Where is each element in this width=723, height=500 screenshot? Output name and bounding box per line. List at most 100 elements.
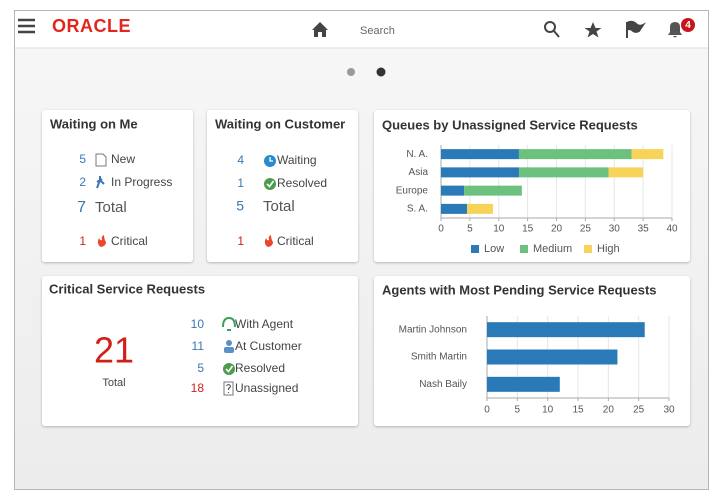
legend-swatch [520, 245, 528, 253]
x-tick-label: 25 [633, 405, 645, 416]
status-label: With Agent [235, 317, 294, 331]
count: 1 [237, 176, 244, 190]
status-label: Unassigned [235, 381, 298, 395]
y-tick-label: N. A. [406, 149, 428, 160]
check-mark [266, 180, 275, 188]
count: 2 [79, 175, 86, 189]
y-tick-label: Asia [409, 167, 429, 178]
card-title: Waiting on Me [50, 116, 138, 131]
x-tick-label: 20 [603, 405, 615, 416]
in-progress-icon [96, 176, 105, 189]
carousel-dot[interactable] [347, 68, 355, 76]
total-label: Total [102, 377, 125, 389]
x-tick-label: 40 [666, 224, 678, 235]
total-count: 5 [236, 198, 244, 214]
bar-segment [518, 167, 609, 178]
card-title: Waiting on Customer [215, 116, 345, 131]
chart-title: Agents with Most Pending Service Request… [382, 282, 657, 297]
status-label: New [111, 152, 135, 166]
bar-segment [466, 203, 493, 214]
search-field[interactable]: Search [360, 25, 395, 37]
notifications-icon[interactable] [668, 22, 682, 38]
status-label: Critical [277, 234, 314, 248]
x-tick-label: 0 [438, 224, 444, 235]
count: 4 [237, 153, 244, 167]
card-title: Critical Service Requests [49, 281, 205, 296]
total-count: 7 [77, 199, 86, 216]
critical-icon [264, 235, 273, 247]
x-tick-label: 30 [663, 405, 675, 416]
count: 5 [79, 152, 86, 166]
status-label: Resolved [235, 361, 285, 375]
total-count: 21 [94, 330, 134, 371]
y-tick-label: Smith Martin [411, 352, 467, 363]
x-tick-label: 10 [542, 405, 554, 416]
agent-icon [222, 316, 236, 331]
card[interactable] [42, 110, 193, 262]
resolved-icon [223, 363, 235, 375]
x-tick-label: 15 [572, 405, 584, 416]
brand-logo[interactable]: ORACLE [52, 16, 131, 36]
favorites-icon[interactable] [584, 22, 602, 38]
legend-label: High [597, 243, 620, 255]
bar [487, 322, 645, 338]
customer-icon [226, 340, 232, 346]
legend-swatch [584, 245, 592, 253]
bar-segment [441, 149, 519, 160]
x-tick-label: 5 [515, 405, 521, 416]
bar [487, 376, 560, 392]
carousel-dot-active[interactable] [376, 67, 386, 77]
legend-label: Low [484, 243, 504, 255]
legend-label: Medium [533, 243, 572, 255]
x-tick-label: 25 [580, 224, 592, 235]
x-tick-label: 20 [551, 224, 563, 235]
bar-segment [608, 167, 644, 178]
x-tick-label: 35 [638, 224, 650, 235]
x-tick-label: 30 [609, 224, 621, 235]
search-icon[interactable] [544, 21, 560, 38]
status-label: In Progress [111, 175, 172, 189]
count: 10 [191, 317, 205, 331]
x-tick-label: 0 [484, 405, 490, 416]
card[interactable] [374, 110, 690, 262]
bar-segment [464, 185, 522, 196]
menu-button[interactable] [18, 18, 35, 34]
chart-title: Queues by Unassigned Service Requests [382, 117, 638, 132]
check-mark [225, 365, 234, 373]
x-tick-label: 5 [467, 224, 473, 235]
critical-icon [97, 235, 106, 247]
resolved-icon [264, 178, 276, 190]
new-icon [95, 153, 107, 167]
bar-segment [631, 149, 664, 160]
bar-segment [441, 203, 467, 214]
y-tick-label: Martin Johnson [399, 324, 467, 335]
total-label: Total [263, 198, 295, 215]
critical-count: 1 [237, 234, 244, 248]
count: 18 [191, 381, 205, 395]
total-label: Total [95, 199, 127, 216]
y-tick-label: S. A. [407, 204, 428, 215]
bar-segment [441, 167, 519, 178]
home-icon[interactable] [312, 22, 328, 37]
status-label: Resolved [277, 176, 327, 190]
card[interactable] [42, 276, 358, 426]
bar-segment [518, 149, 632, 160]
customer-icon-body [224, 347, 234, 353]
x-tick-label: 15 [522, 224, 534, 235]
critical-count: 1 [79, 234, 86, 248]
count: 11 [192, 339, 205, 353]
notification-count: 4 [685, 20, 691, 31]
x-tick-label: 10 [493, 224, 505, 235]
status-label: At Customer [235, 339, 302, 353]
y-tick-label: Europe [396, 185, 429, 196]
clock-hands [269, 157, 273, 162]
flag-icon[interactable] [626, 20, 646, 38]
bar-segment [441, 185, 465, 196]
count: 5 [197, 361, 204, 375]
question-mark [226, 383, 232, 393]
card[interactable] [207, 110, 358, 262]
status-label: Critical [111, 234, 148, 248]
y-tick-label: Nash Baily [419, 379, 467, 390]
notification-badge [681, 18, 695, 32]
